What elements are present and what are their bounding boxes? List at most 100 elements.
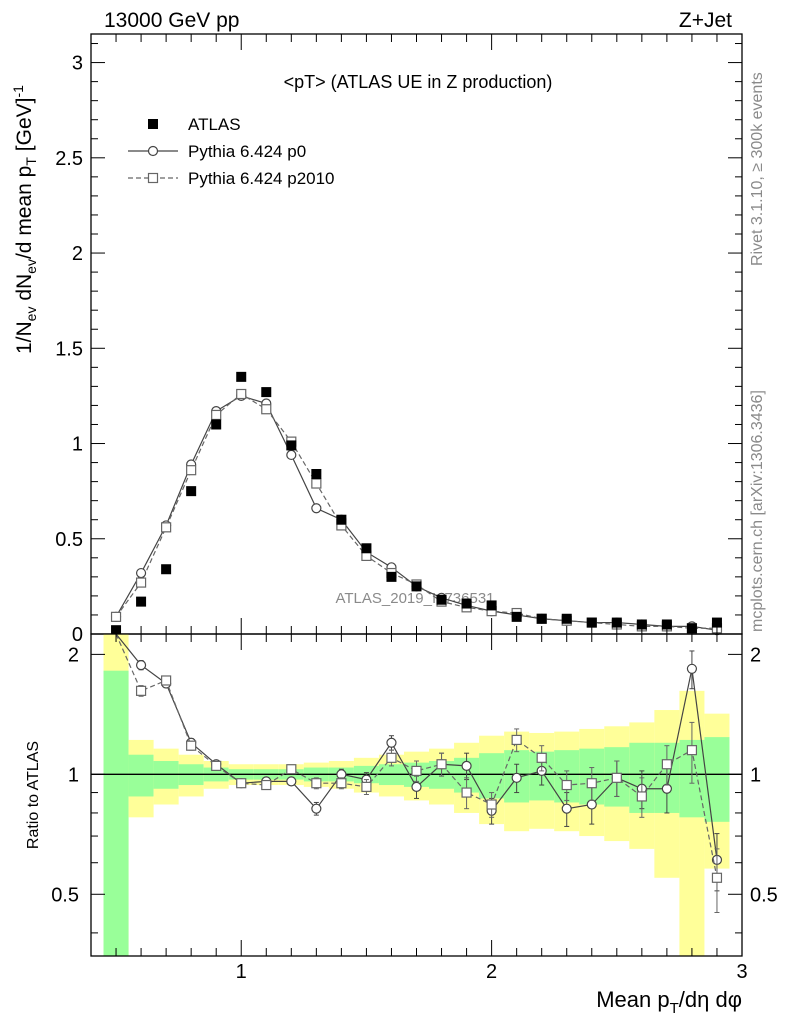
data-point bbox=[311, 469, 322, 479]
square-marker bbox=[361, 781, 372, 792]
square-marker bbox=[511, 734, 522, 746]
square-marker bbox=[236, 388, 247, 400]
x-axis-label: Mean pT/dη dφ bbox=[596, 987, 742, 1017]
square-marker bbox=[636, 791, 647, 802]
rivet-label: Rivet 3.1.10, ≥ 300k events bbox=[749, 72, 766, 266]
square-marker bbox=[711, 872, 723, 883]
series-atlas-points bbox=[111, 371, 722, 636]
square-marker bbox=[586, 778, 597, 789]
square-marker bbox=[561, 779, 572, 791]
data-point bbox=[148, 119, 158, 129]
circle-marker bbox=[411, 781, 422, 792]
ratio-y-tick-label: 1 bbox=[68, 764, 79, 786]
data-point bbox=[436, 594, 447, 605]
data-point bbox=[611, 617, 622, 628]
legend: ATLAS Pythia 6.424 p0 Pythia 6.424 p2010 bbox=[128, 115, 335, 188]
square-marker bbox=[135, 685, 147, 696]
data-point bbox=[186, 486, 197, 497]
circle-marker bbox=[586, 799, 597, 810]
square-marker bbox=[186, 465, 197, 476]
ratio-ylabel: Ratio to ATLAS bbox=[25, 741, 42, 849]
circle-marker bbox=[511, 772, 522, 783]
square-marker bbox=[211, 760, 222, 771]
data-point bbox=[386, 571, 397, 582]
square-marker bbox=[147, 172, 159, 184]
data-point bbox=[461, 598, 472, 609]
data-point bbox=[711, 617, 722, 628]
square-marker bbox=[686, 745, 698, 756]
ratio-markers-p2010 bbox=[135, 675, 723, 914]
square-marker bbox=[261, 404, 272, 415]
x-tick-label: 3 bbox=[736, 961, 747, 983]
circle-marker bbox=[386, 737, 397, 748]
data-point bbox=[511, 611, 522, 622]
circle-marker bbox=[461, 760, 472, 771]
legend-label: Pythia 6.424 p0 bbox=[188, 142, 306, 161]
axis-ticks bbox=[90, 34, 743, 956]
circle-marker bbox=[135, 567, 147, 579]
data-point bbox=[161, 564, 172, 575]
x-tick-label: 1 bbox=[236, 961, 247, 983]
square-marker bbox=[161, 522, 172, 533]
y-tick-label: 2 bbox=[72, 243, 83, 265]
square-marker bbox=[110, 611, 122, 622]
inner-band-bin bbox=[128, 754, 154, 797]
x-tick-label: 2 bbox=[486, 961, 497, 983]
circle-marker bbox=[135, 659, 147, 671]
data-point bbox=[486, 600, 497, 611]
square-marker bbox=[611, 772, 622, 783]
square-marker bbox=[186, 740, 197, 751]
ratio-y-tick-label-right: 2 bbox=[750, 644, 761, 666]
y-tick-label: 3 bbox=[72, 53, 83, 75]
data-point bbox=[361, 543, 372, 554]
data-point bbox=[236, 371, 247, 382]
square-marker bbox=[135, 577, 147, 588]
square-marker bbox=[486, 799, 497, 810]
y-tick-label: 1 bbox=[72, 434, 83, 456]
circle-marker bbox=[286, 449, 297, 461]
ratio-y-tick-label-right: 0.5 bbox=[750, 884, 778, 906]
y-tick-label: 2.5 bbox=[55, 148, 83, 170]
main-panel: <pT> (ATLAS UE in Z production) ATLAS_20… bbox=[55, 33, 743, 646]
y-tick-label: 0 bbox=[72, 624, 83, 646]
legend-label: Pythia 6.424 p2010 bbox=[188, 169, 335, 188]
data-point bbox=[286, 440, 297, 451]
data-point bbox=[136, 596, 147, 607]
process-label: Z+Jet bbox=[679, 9, 732, 32]
data-point bbox=[586, 617, 597, 628]
watermark-label: ATLAS_2019_I1736531 bbox=[335, 590, 494, 607]
energy-label: 13000 GeV pp bbox=[104, 9, 239, 32]
circle-marker bbox=[561, 803, 572, 814]
square-marker bbox=[461, 787, 472, 798]
y-tick-label: 0.5 bbox=[55, 529, 83, 551]
inner-band-bin bbox=[103, 670, 129, 956]
square-marker bbox=[536, 752, 547, 763]
square-marker bbox=[261, 779, 272, 791]
square-marker bbox=[236, 778, 247, 789]
data-point bbox=[411, 581, 422, 592]
data-point bbox=[661, 619, 672, 630]
circle-marker bbox=[311, 503, 322, 514]
ratio-bands bbox=[103, 634, 730, 956]
square-marker bbox=[386, 752, 397, 763]
data-point bbox=[561, 613, 572, 624]
circle-marker bbox=[147, 145, 159, 157]
circle-marker bbox=[661, 783, 672, 794]
square-marker bbox=[336, 778, 347, 789]
square-marker bbox=[161, 675, 172, 686]
data-point bbox=[536, 613, 547, 624]
circle-marker bbox=[311, 803, 322, 814]
main-title: <pT> (ATLAS UE in Z production) bbox=[284, 72, 553, 92]
circle-marker bbox=[286, 776, 297, 787]
data-point bbox=[636, 619, 647, 630]
square-marker bbox=[211, 409, 222, 421]
square-marker bbox=[286, 764, 297, 775]
ratio-y-tick-label-right: 1 bbox=[750, 764, 761, 786]
ratio-panel: 1 2 3 0.5 0.5 1 1 2 2 bbox=[51, 633, 778, 983]
ratio-y-tick-label: 0.5 bbox=[51, 884, 79, 906]
main-ylabel: 1/Nev dNev/d mean pT [GeV]-1 bbox=[10, 85, 39, 354]
data-point bbox=[336, 514, 347, 525]
data-point bbox=[261, 387, 272, 398]
square-marker bbox=[411, 765, 422, 777]
